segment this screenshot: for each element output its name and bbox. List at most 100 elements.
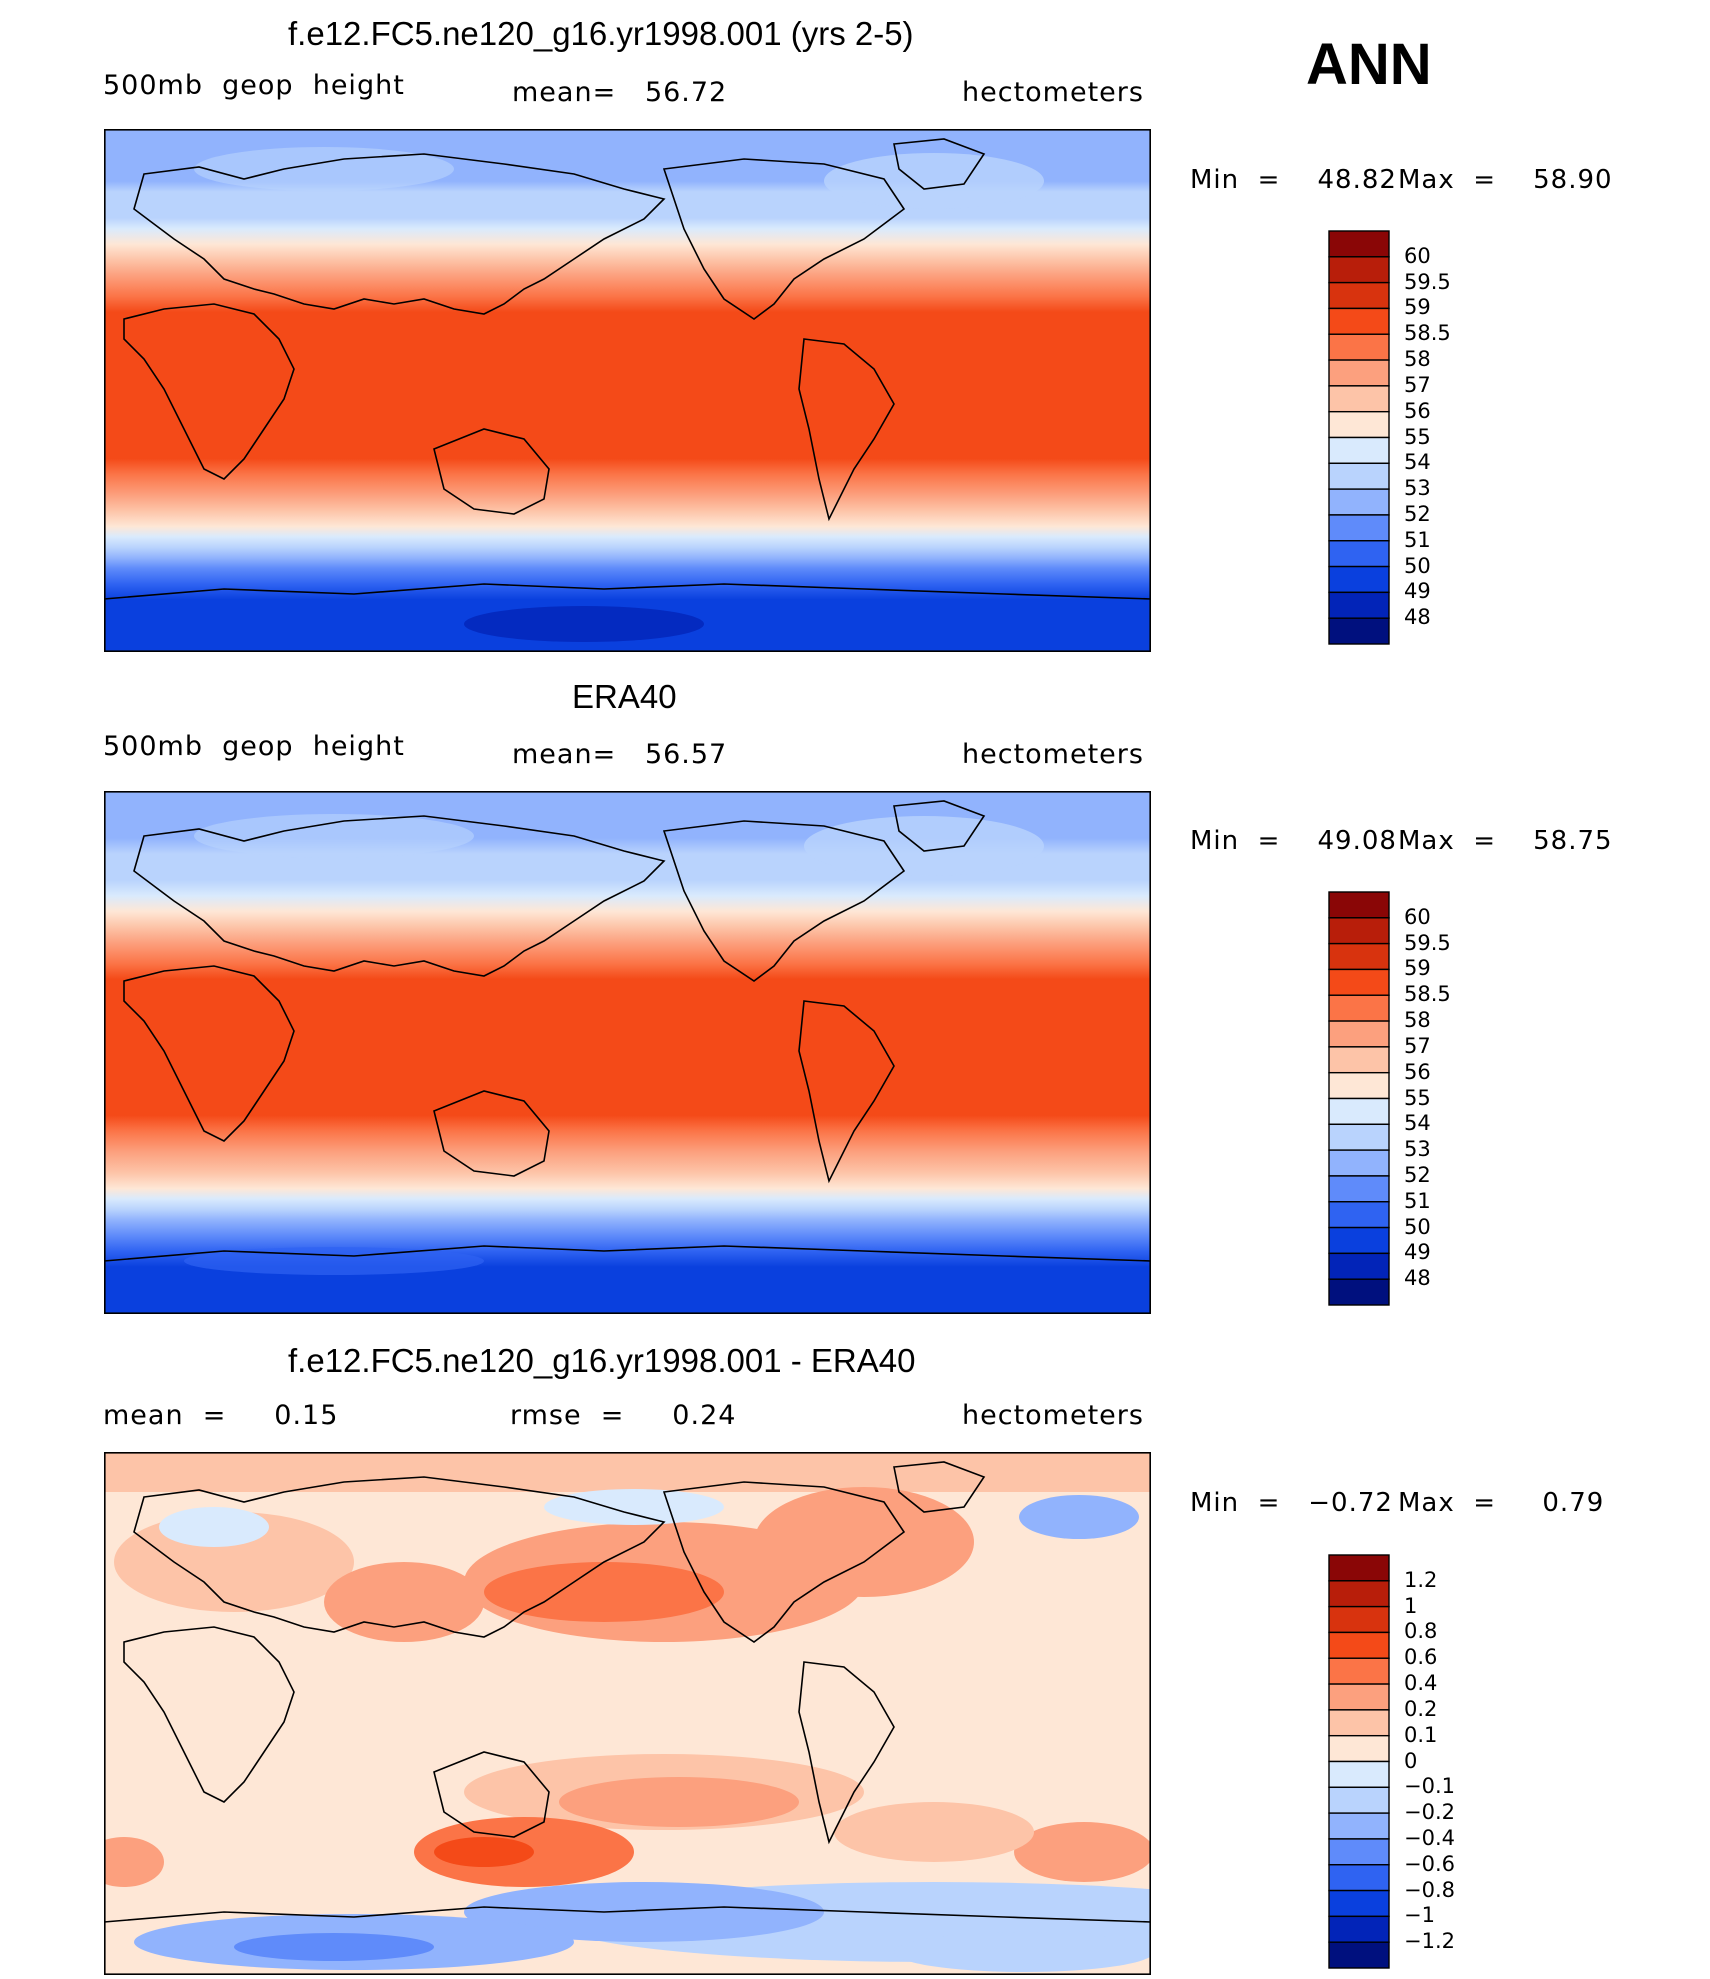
colorbar-swatch: [1328, 1734, 1390, 1763]
colorbar-swatch: [1328, 565, 1390, 594]
colorbar-swatch: [1328, 488, 1390, 516]
colorbar-tick-label: 49: [1404, 579, 1431, 604]
colorbar-tick-label: 58: [1404, 347, 1431, 372]
colorbar-swatch: [1328, 1123, 1390, 1151]
colorbar-tick-label: 54: [1404, 450, 1431, 475]
colorbar-swatch: [1328, 1838, 1390, 1866]
colorbar-swatch: [1328, 1201, 1390, 1229]
colorbar-tick-label: 53: [1404, 476, 1431, 501]
colorbar-tick-label: 0.4: [1404, 1671, 1438, 1696]
colorbar-swatch: [1328, 1226, 1390, 1255]
colorbar-tick-label: 51: [1404, 1188, 1431, 1213]
colorbar-tick-label: 50: [1404, 553, 1431, 578]
panel-title-obs: ERA40: [572, 678, 677, 715]
colorbar-swatch: [1328, 436, 1390, 465]
colorbar-tick-label: 58.5: [1404, 982, 1451, 1007]
map-model: [104, 129, 1151, 652]
colorbar-swatch: [1328, 1097, 1390, 1126]
colorbar-swatch: [1328, 333, 1390, 361]
colorbar-tick-label: 56: [1404, 1059, 1431, 1084]
colorbar-tick-label: 57: [1404, 372, 1431, 397]
colorbar-swatch: [1328, 1631, 1390, 1659]
colorbar-swatch: [1328, 1889, 1390, 1918]
colorbar-swatch: [1328, 281, 1390, 310]
colorbar-swatch: [1328, 307, 1390, 335]
colorbar-swatch: [1328, 942, 1390, 971]
colorbar-swatch: [1328, 917, 1390, 945]
colorbar-swatch: [1328, 1915, 1390, 1943]
panel-mean-label-model: mean= 56.72: [512, 77, 728, 108]
colorbar-tick-label: 51: [1404, 527, 1431, 552]
colorbar-tick-label: 1: [1404, 1593, 1418, 1618]
colorbar-swatch: [1328, 617, 1390, 645]
panel-mean-label-diff: mean = 0.15: [103, 1400, 339, 1431]
colorbar-swatch: [1328, 1709, 1390, 1737]
colorbar-tick-label: 52: [1404, 1162, 1431, 1187]
panel-units-label-obs: hectometers: [962, 739, 1144, 770]
colorbar-swatch: [1328, 359, 1390, 387]
panel-variable-label-obs: 500mb geop height: [103, 731, 405, 762]
colorbar-swatch: [1328, 1683, 1390, 1711]
colorbar-tick-label: 60: [1404, 243, 1431, 268]
colorbar-tick-label: −0.2: [1404, 1800, 1455, 1825]
colorbar-swatch: [1328, 1580, 1390, 1608]
colorbar-swatch: [1328, 540, 1390, 568]
colorbar-tick-label: 0.1: [1404, 1722, 1438, 1747]
colorbar-swatch: [1328, 1149, 1390, 1177]
colorbar-swatch: [1328, 1812, 1390, 1840]
map-diff: [104, 1452, 1151, 1975]
colorbar-tick-label: 0.8: [1404, 1619, 1438, 1644]
colorbar-swatch: [1328, 1554, 1390, 1582]
panel-units-label-model: hectometers: [962, 77, 1144, 108]
colorbar-tick-label: −0.6: [1404, 1851, 1455, 1876]
colorbar-tick-label: −1.2: [1404, 1929, 1455, 1954]
colorbar-tick-label: 59.5: [1404, 269, 1451, 294]
colorbar-swatch: [1328, 385, 1390, 413]
colorbar-tick-label: 59: [1404, 295, 1431, 320]
colorbar-swatches-diff: [1328, 1554, 1390, 1969]
colorbar-tick-label: −1: [1404, 1903, 1435, 1928]
colorbar-tick-label: 0.2: [1404, 1696, 1438, 1721]
continent-outlines: [104, 138, 1151, 600]
colorbar-swatch: [1328, 1786, 1390, 1814]
colorbar-swatch: [1328, 462, 1390, 490]
colorbar-swatch: [1328, 1020, 1390, 1048]
max-label-obs: Max = 58.75: [1398, 826, 1613, 856]
min-label-diff: Min = −0.72: [1190, 1488, 1393, 1518]
colorbar-swatch: [1328, 1175, 1390, 1203]
colorbar-swatch: [1328, 1864, 1390, 1892]
colorbar-tick-label: 55: [1404, 424, 1431, 449]
min-label-model: Min = 48.82: [1190, 165, 1397, 195]
map-obs: [104, 791, 1151, 1314]
colorbar-swatch: [1328, 1252, 1390, 1280]
colorbar-swatch: [1328, 256, 1390, 284]
colorbar-tick-label: 55: [1404, 1085, 1431, 1110]
colorbar-tick-label: −0.1: [1404, 1774, 1455, 1799]
season-label: ANN: [1306, 32, 1432, 97]
panel-rmse-label-diff: rmse = 0.24: [510, 1400, 737, 1431]
max-label-diff: Max = 0.79: [1398, 1488, 1605, 1518]
colorbar-swatch: [1328, 1605, 1390, 1634]
colorbar-swatch: [1328, 994, 1390, 1022]
colorbar-tick-label: 50: [1404, 1214, 1431, 1239]
continent-outlines: [104, 1461, 1151, 1923]
colorbar-model: [1328, 230, 1390, 650]
colorbar-swatches-obs: [1328, 891, 1390, 1306]
continent-outlines: [104, 800, 1151, 1262]
colorbar-tick-label: 49: [1404, 1240, 1431, 1265]
colorbar-swatch: [1328, 1657, 1390, 1685]
colorbar-tick-label: −0.4: [1404, 1825, 1455, 1850]
colorbar-swatch: [1328, 1046, 1390, 1074]
colorbar-tick-label: 52: [1404, 501, 1431, 526]
colorbar-tick-label: 48: [1404, 605, 1431, 630]
colorbar-swatch: [1328, 410, 1390, 439]
colorbar-tick-label: 56: [1404, 398, 1431, 423]
colorbar-swatch: [1328, 230, 1390, 258]
colorbar-tick-label: 53: [1404, 1137, 1431, 1162]
colorbar-tick-label: 58: [1404, 1008, 1431, 1033]
colorbar-tick-label: 54: [1404, 1111, 1431, 1136]
colorbar-swatch: [1328, 514, 1390, 542]
colorbar-obs: [1328, 891, 1390, 1311]
min-label-obs: Min = 49.08: [1190, 826, 1397, 856]
colorbar-tick-label: 0.6: [1404, 1645, 1438, 1670]
